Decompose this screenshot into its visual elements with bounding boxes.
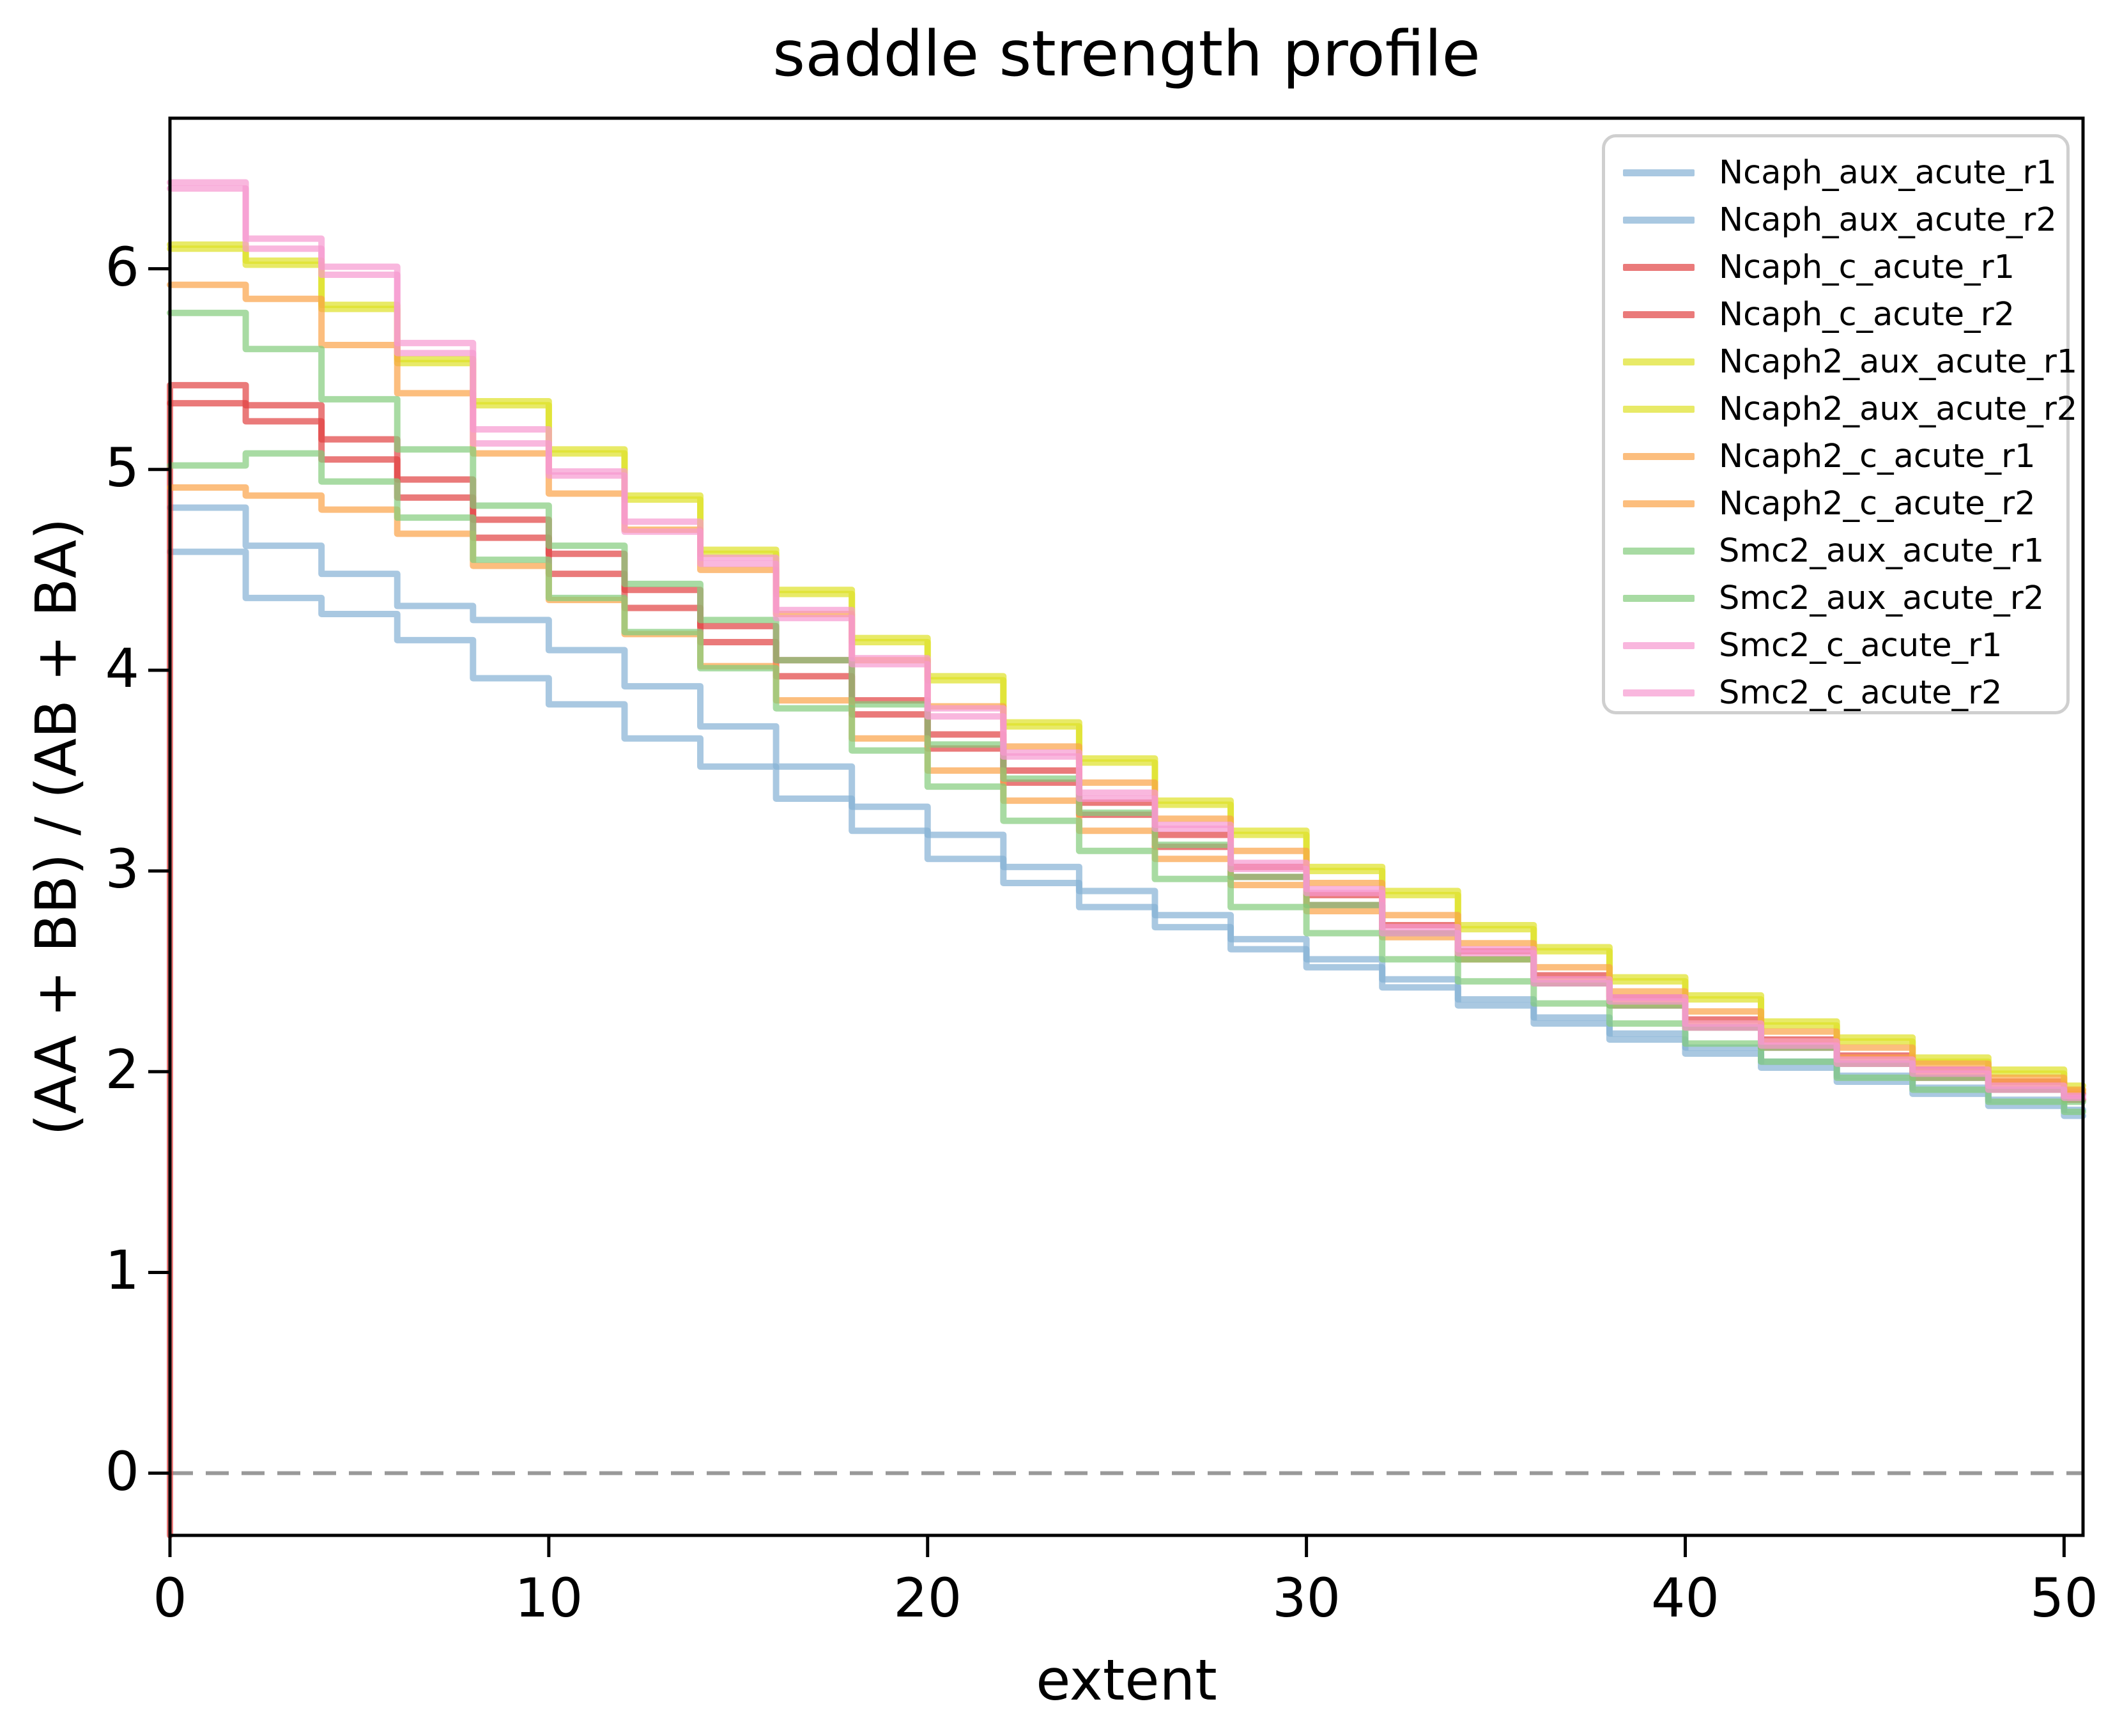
x-tick-label: 10: [514, 1567, 583, 1629]
x-tick-label: 0: [153, 1567, 187, 1629]
y-tick-label: 3: [105, 838, 139, 901]
legend-item: Ncaph_aux_acute_r2: [1623, 196, 2066, 243]
legend-item: Smc2_c_acute_r1: [1623, 622, 2066, 669]
legend-item: Smc2_c_acute_r2: [1623, 669, 2066, 716]
legend-swatch-icon: [1623, 547, 1695, 555]
legend-item-label: Ncaph_aux_acute_r2: [1719, 201, 2057, 239]
legend-swatch-icon: [1623, 500, 1695, 507]
series-line-Smc2_c_acute_r2: [167, 185, 2086, 1102]
legend-swatch-icon: [1623, 452, 1695, 460]
series-lines: [167, 179, 2086, 1539]
axes-spines: [168, 116, 2085, 1537]
legend-item-label: Smc2_c_acute_r1: [1719, 626, 2003, 664]
legend-item-label: Ncaph2_c_acute_r1: [1719, 437, 2036, 475]
axis-ticks: [148, 267, 2066, 1557]
legend-item-label: Smc2_c_acute_r2: [1719, 673, 2003, 712]
y-tick-label: 2: [105, 1038, 139, 1102]
legend-item: Smc2_aux_acute_r2: [1623, 574, 2066, 622]
legend-item: Smc2_aux_acute_r1: [1623, 527, 2066, 574]
y-tick-label: 4: [105, 636, 139, 700]
plot-border: [168, 116, 2085, 1537]
legend-item: Ncaph2_c_acute_r2: [1623, 480, 2066, 527]
legend-swatch-icon: [1623, 405, 1695, 413]
legend-item: Ncaph2_c_acute_r1: [1623, 433, 2066, 480]
legend-item-label: Ncaph2_c_acute_r2: [1719, 484, 2036, 523]
y-tick-label: 5: [105, 436, 139, 499]
legend-swatch-icon: [1623, 311, 1695, 318]
legend-swatch-icon: [1623, 358, 1695, 365]
x-axis-label: extent: [1036, 1647, 1217, 1713]
legend-swatch-icon: [1623, 216, 1695, 224]
chart-title: saddle strength profile: [773, 18, 1480, 91]
x-tick-label: 20: [893, 1567, 962, 1629]
legend-swatch-icon: [1623, 689, 1695, 696]
legend-item: Ncaph_c_acute_r2: [1623, 291, 2066, 338]
legend-item-label: Ncaph_aux_acute_r1: [1719, 153, 2057, 192]
legend-swatch-icon: [1623, 169, 1695, 176]
legend-item-label: Smc2_aux_acute_r1: [1719, 532, 2045, 570]
y-tick-label: 0: [105, 1440, 139, 1503]
x-tick-label: 30: [1272, 1567, 1341, 1629]
y-axis-label: (AA + BB) / (AB + BA): [23, 518, 89, 1136]
x-tick-label: 50: [2029, 1567, 2098, 1629]
legend-item: Ncaph_aux_acute_r1: [1623, 149, 2066, 196]
series-line-Smc2_aux_acute_r2: [167, 450, 2086, 1116]
legend-swatch-icon: [1623, 594, 1695, 602]
legend: Ncaph_aux_acute_r1 Ncaph_aux_acute_r2 Ncap…: [1602, 134, 2077, 716]
x-tick-label: 40: [1651, 1567, 1719, 1629]
y-tick-label: 6: [105, 235, 139, 298]
legend-item-label: Ncaph_c_acute_r2: [1719, 295, 2015, 334]
legend-item: Ncaph2_aux_acute_r1: [1623, 338, 2077, 385]
legend-item: Ncaph2_aux_acute_r2: [1623, 385, 2077, 433]
legend-item: Ncaph_c_acute_r1: [1623, 243, 2066, 291]
legend-item-label: Smc2_aux_acute_r2: [1719, 579, 2045, 617]
legend-item-label: Ncaph_c_acute_r1: [1719, 248, 2015, 286]
legend-item-label: Ncaph2_aux_acute_r1: [1719, 342, 2078, 381]
legend-swatch-icon: [1623, 641, 1695, 649]
legend-swatch-icon: [1623, 263, 1695, 271]
series-line-Ncaph_aux_acute_r2: [167, 548, 2086, 1119]
y-tick-label: 1: [105, 1239, 139, 1302]
legend-item-label: Ncaph2_aux_acute_r2: [1719, 390, 2078, 428]
